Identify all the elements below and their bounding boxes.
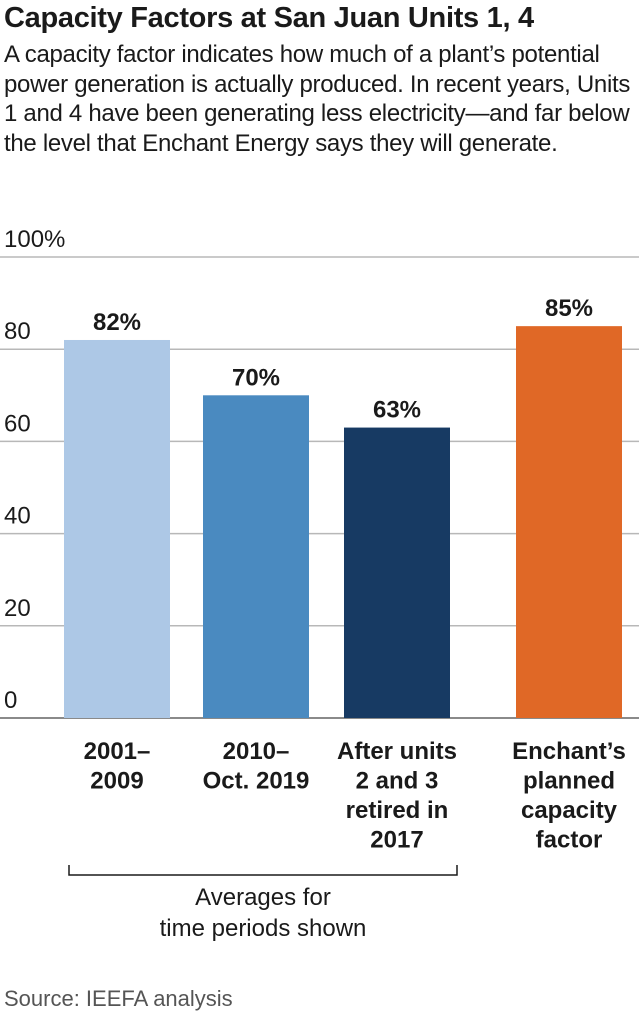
bar-value-label: 85% <box>545 295 593 322</box>
category-label-line: Enchant’s <box>512 738 626 765</box>
chart-subtitle: A capacity factor indicates how much of … <box>4 41 631 157</box>
category-label: 2010– Oct. 2019 <box>203 738 310 795</box>
bracket-label: Averages for time periods shown <box>160 884 367 942</box>
bar-chart: 0 20 40 60 80 100% 82% 70% 63% 85% 2001– 2009 2010… <box>0 226 639 942</box>
category-label-line: 2 and 3 <box>356 768 439 795</box>
category-label-line: 2001– <box>84 738 151 765</box>
bar <box>344 427 450 718</box>
y-tick-label: 0 <box>4 687 17 714</box>
category-label-line: 2017 <box>370 827 423 854</box>
y-axis-tick-labels: 0 20 40 60 80 100% <box>4 226 65 714</box>
category-label: Enchant’s planned capacity factor <box>512 738 626 854</box>
bracket-label-line: Averages for <box>195 884 331 911</box>
category-label-line: Oct. 2019 <box>203 768 310 795</box>
category-label-line: planned <box>523 768 615 795</box>
chart-title: Capacity Factors at San Juan Units 1, 4 <box>4 2 534 34</box>
bar-value-label: 82% <box>93 309 141 336</box>
bracket-label-line: time periods shown <box>160 915 367 942</box>
category-label-line: retired in <box>346 797 449 824</box>
bar <box>516 326 622 718</box>
category-label: After units 2 and 3 retired in 2017 <box>337 738 457 854</box>
bar <box>64 339 170 718</box>
y-tick-label: 80 <box>4 318 31 345</box>
period-bracket: Averages for time periods shown <box>68 865 458 942</box>
bar-value-label: 63% <box>373 397 421 424</box>
source-note: Source: IEEFA analysis <box>4 986 233 1011</box>
bar-value-label: 70% <box>232 364 280 391</box>
category-label: 2001– 2009 <box>84 738 151 795</box>
category-label-line: factor <box>536 827 603 854</box>
category-label-line: 2009 <box>90 768 143 795</box>
y-tick-label: 60 <box>4 410 31 437</box>
bars <box>64 326 622 718</box>
category-labels: 2001– 2009 2010– Oct. 2019 After units 2 and … <box>84 738 626 854</box>
y-tick-label: 100% <box>4 226 65 253</box>
category-label-line: 2010– <box>223 738 290 765</box>
bar <box>203 395 309 718</box>
y-tick-label: 40 <box>4 503 31 530</box>
bracket-line <box>68 865 458 876</box>
category-label-line: After units <box>337 738 457 765</box>
category-label-line: capacity <box>521 797 618 824</box>
value-labels: 82% 70% 63% 85% <box>93 295 593 423</box>
y-tick-label: 20 <box>4 595 31 622</box>
